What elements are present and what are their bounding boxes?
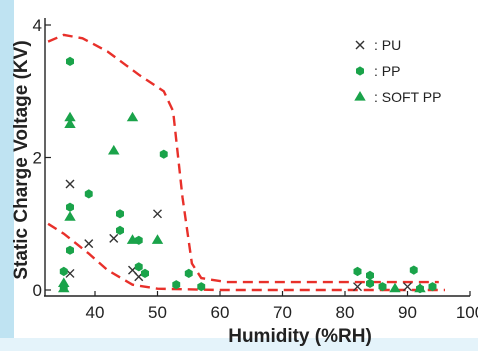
left-decor-strip — [0, 0, 14, 351]
x-tick-label: 40 — [86, 303, 105, 322]
legend-label: : PP — [374, 63, 400, 79]
data-point-hexagon — [172, 280, 181, 290]
data-point-x — [84, 239, 94, 249]
data-point-hexagon — [116, 209, 124, 219]
data-point-x — [403, 282, 412, 292]
data-point-triangle — [64, 211, 76, 221]
data-point-hexagon — [134, 262, 143, 272]
data-point-triangle — [389, 282, 401, 293]
marks-layer — [58, 56, 437, 294]
x-tick-label: 90 — [398, 303, 417, 322]
y-axis-label: Static Charge Voltage (KV) — [11, 40, 32, 279]
data-point-x — [65, 179, 75, 189]
data-point-hexagon — [184, 268, 193, 278]
legend-item: : PP — [356, 63, 400, 79]
series-triangle — [58, 111, 426, 293]
data-point-triangle — [126, 234, 139, 244]
data-point-triangle — [151, 234, 164, 244]
legend-label: : SOFT PP — [374, 89, 441, 105]
data-point-hexagon — [409, 265, 418, 275]
data-point-hexagon — [197, 282, 206, 292]
data-point-hexagon — [141, 268, 149, 278]
x-tick-label: 80 — [336, 303, 355, 322]
data-point-hexagon — [378, 282, 387, 292]
legend-marker-x — [355, 40, 365, 50]
legend-item: : PU — [355, 37, 401, 53]
data-point-hexagon — [66, 245, 74, 255]
legend-label: : PU — [374, 37, 401, 53]
x-tick-label: 100 — [456, 303, 478, 322]
data-point-hexagon — [66, 56, 74, 66]
data-point-triangle — [414, 282, 426, 293]
legend: : PU : PP : SOFT PP — [354, 37, 441, 105]
legend-marker-hexagon — [356, 66, 364, 76]
envelope-lower-line — [47, 222, 445, 292]
series-hexagon — [59, 56, 437, 294]
y-tick-label: 0 — [33, 281, 42, 300]
envelope-upper-line — [47, 33, 439, 284]
data-point-x — [109, 233, 119, 243]
data-point-hexagon — [366, 270, 374, 280]
data-point-x — [353, 282, 362, 292]
data-point-hexagon — [66, 202, 74, 212]
data-point-hexagon — [84, 189, 93, 199]
data-point-triangle — [64, 118, 76, 128]
data-point-triangle — [58, 282, 70, 293]
ticks-layer: 0 2 4 40 50 60 70 80 90 100 — [33, 16, 478, 322]
legend-item: : SOFT PP — [354, 89, 441, 105]
x-axis-label: Humidity (%RH) — [228, 326, 372, 347]
x-tick-label: 50 — [148, 303, 167, 322]
data-point-triangle — [64, 111, 76, 122]
y-tick-label: 2 — [33, 149, 42, 168]
data-point-triangle — [58, 277, 70, 287]
y-tick-label: 4 — [33, 16, 42, 35]
data-point-hexagon — [428, 282, 437, 292]
data-point-hexagon — [116, 225, 124, 235]
data-point-hexagon — [59, 266, 68, 277]
x-tick-label: 70 — [273, 303, 292, 322]
bottom-decor-strip — [0, 338, 478, 351]
data-point-triangle — [108, 144, 120, 155]
legend-marker-triangle — [354, 91, 366, 101]
data-point-x — [153, 209, 162, 219]
data-point-hexagon — [159, 149, 168, 159]
plot-background — [45, 22, 468, 298]
data-point-triangle — [126, 111, 139, 122]
envelope-layer — [47, 33, 445, 292]
data-point-hexagon — [353, 266, 362, 277]
data-point-hexagon — [366, 278, 374, 288]
x-tick-label: 60 — [211, 303, 230, 322]
